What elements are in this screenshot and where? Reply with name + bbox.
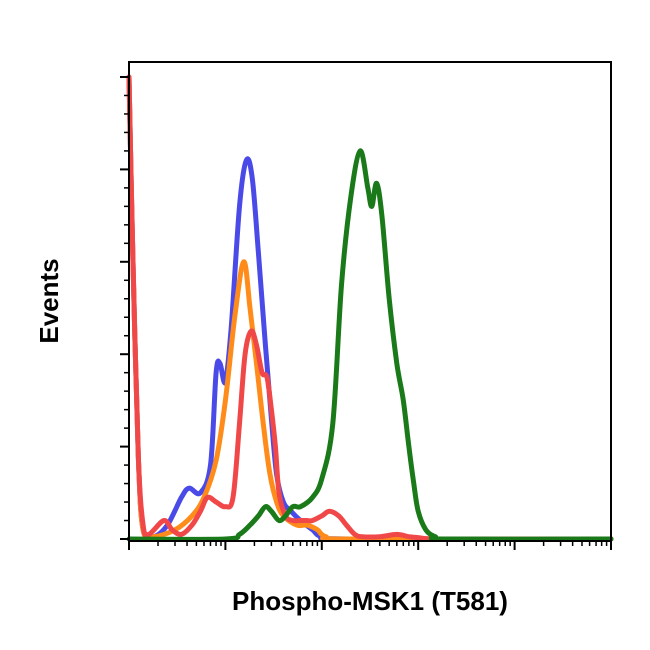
- plot-frame: [128, 61, 612, 542]
- series-line-4: [126, 148, 614, 542]
- ticks-layer: [120, 76, 612, 550]
- y-axis-title: Events: [34, 258, 64, 343]
- series-line-3: [126, 74, 614, 542]
- x-axis-title: Phospho-MSK1 (T581): [232, 586, 508, 616]
- series-layer: [126, 74, 614, 542]
